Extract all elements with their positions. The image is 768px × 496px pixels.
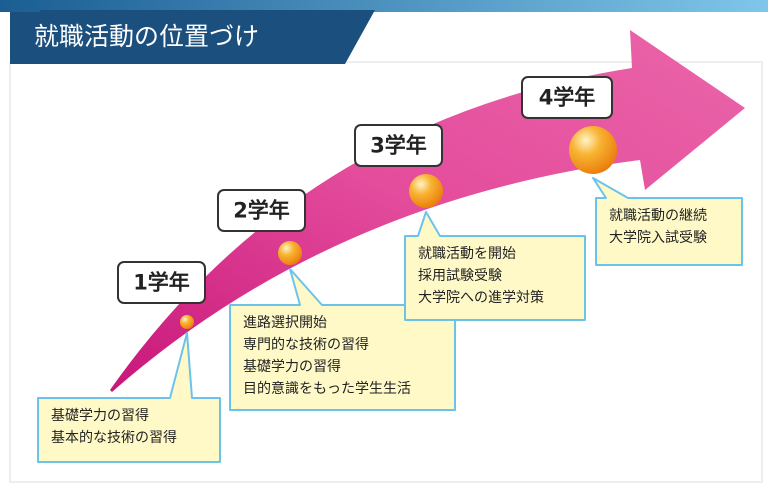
callout-line: 大学院入試受験 — [609, 230, 707, 246]
year-label: 2学年 — [233, 199, 290, 223]
milestone-ball — [278, 241, 302, 265]
milestone-ball — [409, 174, 443, 208]
milestone-ball — [569, 126, 617, 174]
callout-line: 基礎学力の習得 — [51, 407, 149, 424]
callout-line: 目的意識をもった学生生活 — [243, 380, 411, 397]
title: 就職活動の位置づけ — [34, 22, 259, 51]
callout-line: 採用試験受験 — [418, 268, 502, 284]
callout-line: 就職活動を開始 — [418, 246, 516, 262]
callout-line: 専門的な技術の習得 — [243, 336, 369, 353]
callout-line: 進路選択開始 — [243, 315, 327, 331]
year-label: 3学年 — [370, 134, 427, 158]
callout-line: 大学院への進学対策 — [418, 289, 544, 306]
year-label: 4学年 — [539, 86, 596, 110]
callout-line: 基礎学力の習得 — [243, 358, 341, 375]
callout-line: 就職活動の継続 — [609, 207, 707, 224]
page: 就職活動の位置づけ 1学年 2学年 3学年 4学年基礎学力の習得基本的な技術の習得 進路… — [0, 0, 768, 492]
callout-line: 基本的な技術の習得 — [51, 429, 177, 446]
milestone-ball — [180, 315, 194, 329]
diagram: 就職活動の位置づけ 1学年 2学年 3学年 4学年基礎学力の習得基本的な技術の習得 進路… — [0, 0, 768, 492]
year-label: 1学年 — [133, 271, 190, 295]
